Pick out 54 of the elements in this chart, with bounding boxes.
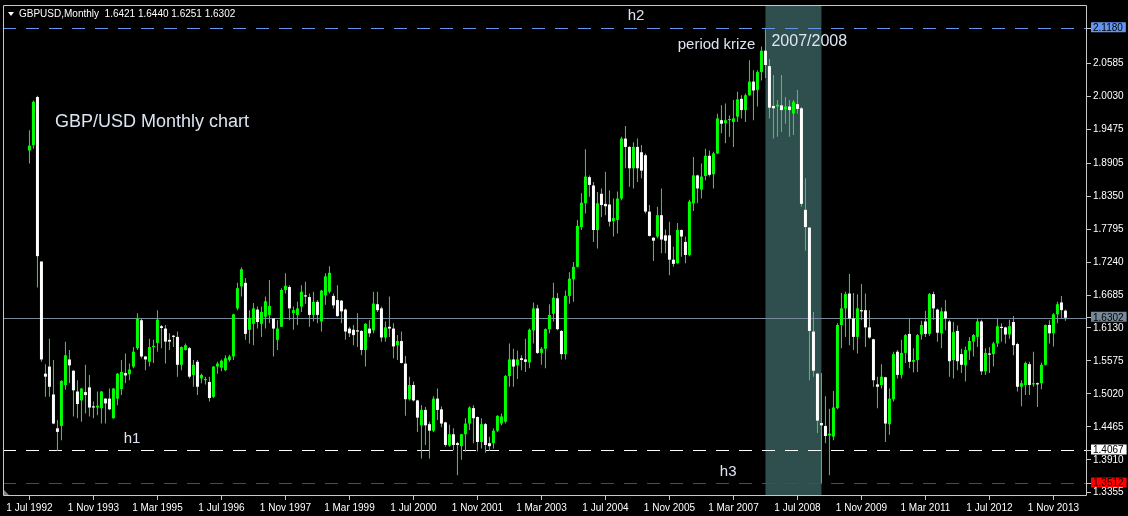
x-tick-label: 1 Mar 1995 bbox=[132, 501, 184, 513]
candlestick bbox=[779, 75, 783, 133]
ref-line-label: h3 bbox=[719, 461, 737, 479]
x-tick-label: 1 Nov 2013 bbox=[1027, 501, 1080, 513]
x-tick-label: 1 Nov 1997 bbox=[259, 501, 312, 513]
band-label: 2007/2008 bbox=[771, 32, 848, 50]
candlestick bbox=[387, 296, 391, 337]
chart-title: GBPUSD,Monthly 1.6421 1.6440 1.6251 1.6302 bbox=[19, 7, 236, 19]
x-tick-label: 1 Nov 1993 bbox=[67, 501, 120, 513]
candlestick bbox=[303, 281, 307, 304]
candlestick bbox=[723, 103, 727, 144]
x-tick-label: 1 Nov 2009 bbox=[835, 501, 888, 513]
x-tick-label: 1 Mar 2003 bbox=[516, 501, 568, 513]
ref-line-label: h1 bbox=[123, 428, 141, 446]
y-tick-label: 2.0585 bbox=[1093, 57, 1125, 69]
y-tick-label: 1.6302 bbox=[1093, 311, 1125, 323]
y-tick-label: 1.7795 bbox=[1093, 222, 1125, 234]
y-tick-label: 2.0030 bbox=[1093, 90, 1125, 102]
y-tick-label: 1.7240 bbox=[1093, 255, 1125, 267]
x-tick-label: 1 Jul 1992 bbox=[6, 501, 53, 513]
x-tick-label: 1 Mar 2011 bbox=[900, 501, 951, 513]
x-tick-label: 1 Jul 2004 bbox=[582, 501, 629, 513]
x-tick-label: 1 Jul 2000 bbox=[390, 501, 437, 513]
y-tick-label: 1.3512 bbox=[1093, 477, 1125, 489]
y-tick-label: 1.3910 bbox=[1093, 453, 1125, 465]
y-tick-label: 2.1180 bbox=[1093, 21, 1124, 33]
y-tick-label: 1.8905 bbox=[1093, 156, 1125, 168]
y-tick-label: 1.6130 bbox=[1093, 321, 1125, 333]
candlestick bbox=[775, 99, 779, 137]
y-tick-label: 1.4465 bbox=[1093, 420, 1125, 432]
candlestick bbox=[611, 198, 615, 237]
y-tick-label: 1.5020 bbox=[1093, 387, 1125, 399]
candlestick bbox=[911, 348, 915, 373]
x-tick-label: 1 Mar 2007 bbox=[708, 501, 760, 513]
x-tick-label: 1 Jul 2012 bbox=[966, 501, 1013, 513]
x-tick-label: 1 Nov 2001 bbox=[451, 501, 504, 513]
y-tick-label: 1.4067 bbox=[1093, 444, 1125, 456]
x-tick-label: 1 Nov 2005 bbox=[643, 501, 696, 513]
x-tick-label: 1 Mar 1999 bbox=[324, 501, 376, 513]
x-tick-label: 1 Jul 2008 bbox=[774, 501, 821, 513]
y-tick-label: 1.6685 bbox=[1093, 288, 1125, 300]
y-tick-label: 1.5575 bbox=[1093, 354, 1125, 366]
annotation: GBP/USD Monthly chart bbox=[55, 110, 250, 131]
candlestick bbox=[83, 364, 87, 414]
y-tick-label: 1.8350 bbox=[1093, 189, 1125, 201]
ref-line-label: h2 bbox=[627, 6, 645, 24]
y-tick-label: 1.9475 bbox=[1093, 123, 1125, 135]
candlestick bbox=[875, 376, 879, 409]
candlestick bbox=[731, 99, 735, 147]
y-tick-label: 1.3355 bbox=[1093, 486, 1125, 498]
annotation: period krize bbox=[677, 35, 756, 53]
x-tick-label: 1 Jul 1996 bbox=[198, 501, 245, 513]
candlestick bbox=[43, 364, 47, 397]
candlestick bbox=[355, 313, 359, 347]
